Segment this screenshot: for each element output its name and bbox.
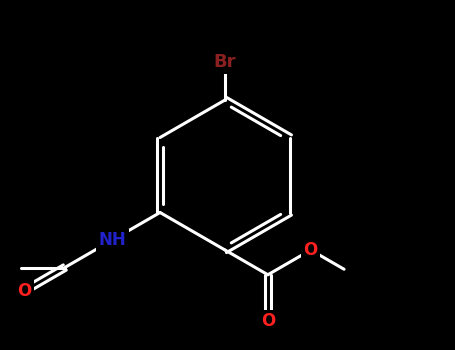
Text: O: O [17, 282, 31, 300]
Text: O: O [303, 241, 318, 259]
Text: Br: Br [214, 53, 236, 71]
Text: O: O [261, 313, 275, 330]
Text: NH: NH [99, 231, 126, 249]
